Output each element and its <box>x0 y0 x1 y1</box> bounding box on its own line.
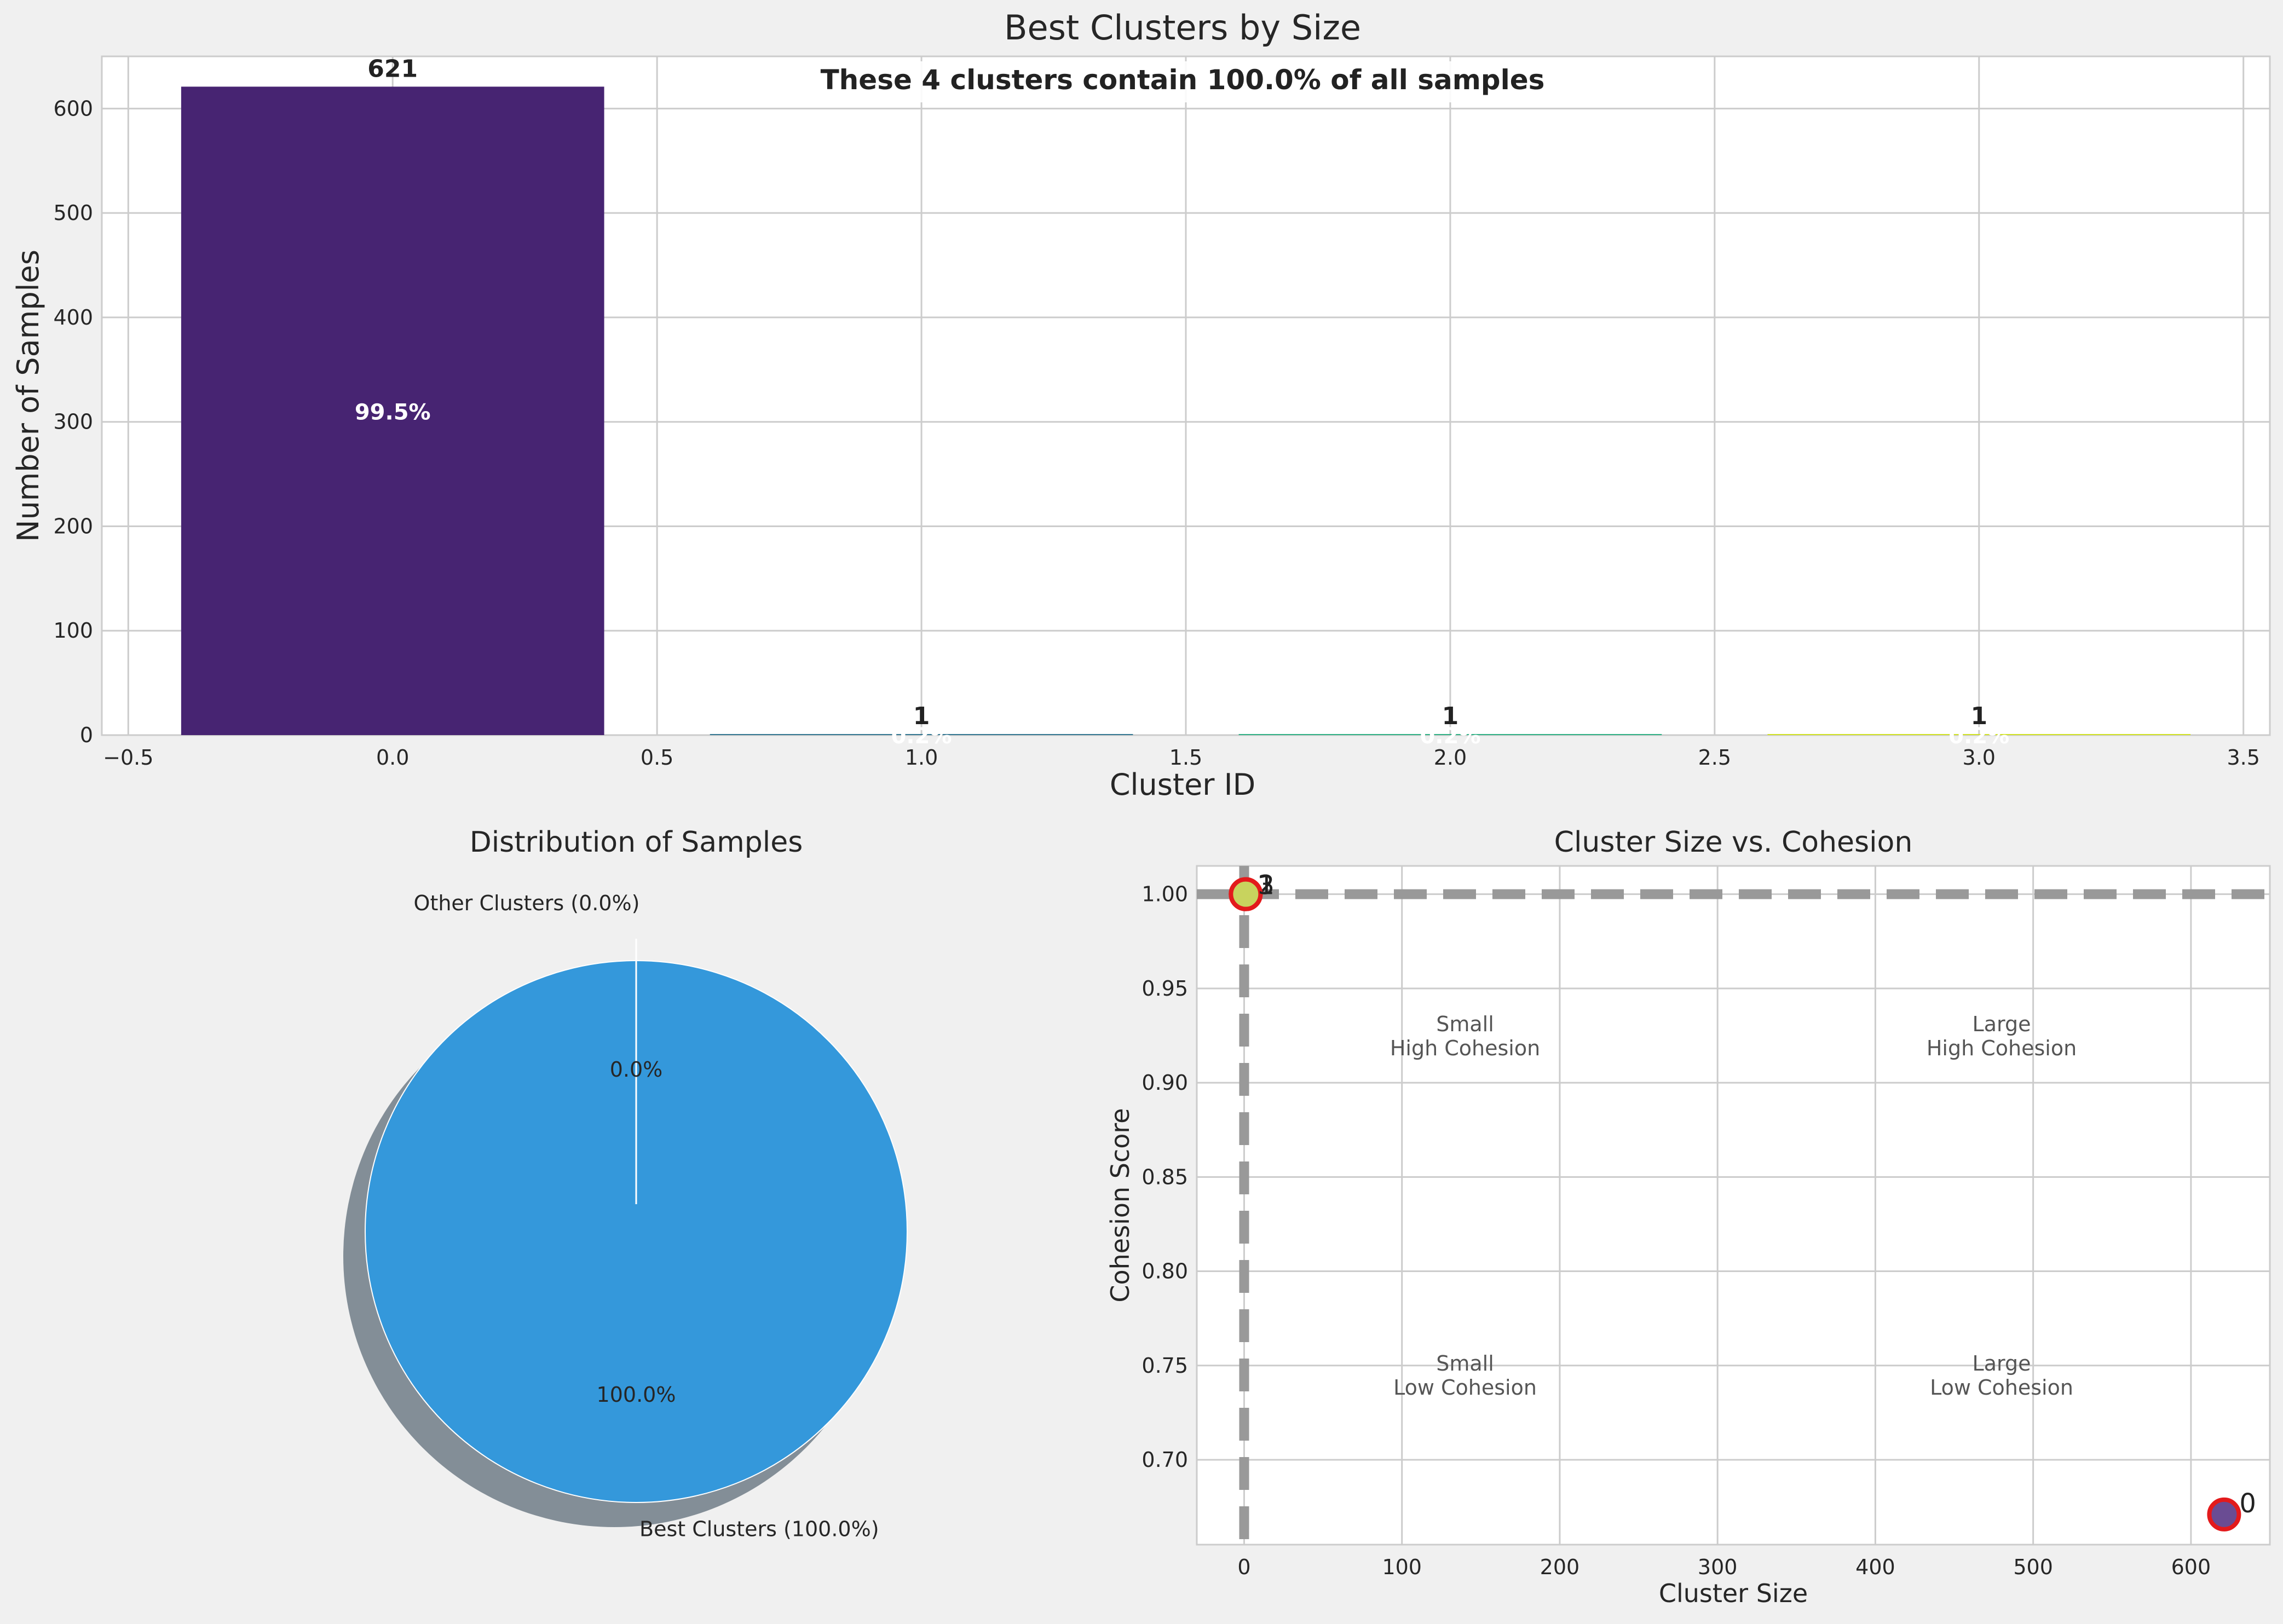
bar-y-tick-label: 200 <box>53 514 93 538</box>
bar-x-tick-label: −0.5 <box>103 745 153 770</box>
bar <box>1238 734 1662 735</box>
bar-value-label: 1 <box>1970 702 1987 730</box>
scatter-x-tick-label: 600 <box>2171 1555 2211 1579</box>
scatter-point-label: 3 <box>1258 870 1275 901</box>
scatter-point <box>2207 1497 2241 1531</box>
quadrant-label-line: Small <box>1436 1012 1494 1036</box>
quadrant-label-line: Low Cohesion <box>1930 1376 2073 1400</box>
scatter-x-tick-label: 400 <box>1855 1555 1895 1579</box>
pie-percent-label: 100.0% <box>597 1383 676 1407</box>
bar-chart-title: Best Clusters by Size <box>1004 8 1361 48</box>
bar-annotation: These 4 clusters contain 100.0% of all s… <box>821 64 1545 96</box>
quadrant-label: Small Low Cohesion <box>1393 1351 1537 1400</box>
bar-x-tick-label: 2.5 <box>1698 745 1731 770</box>
pie-chart: Distribution of Samples 100.0% Best Clust… <box>343 826 908 1541</box>
scatter-y-tick-label: 0.95 <box>1142 976 1188 1001</box>
bar-percent-label: 0.2% <box>1420 724 1480 749</box>
scatter-y-tick-label: 0.85 <box>1142 1165 1188 1189</box>
bar-y-tick-label: 400 <box>53 305 93 330</box>
pie-slice-label: Best Clusters (100.0%) <box>639 1517 879 1541</box>
quadrant-label: Large High Cohesion <box>1927 1012 2077 1060</box>
bar-x-tick-label: 1.0 <box>905 745 938 770</box>
scatter-y-tick-label: 0.70 <box>1142 1448 1188 1472</box>
scatter-x-tick-label: 300 <box>1698 1555 1738 1579</box>
bar-series <box>181 86 2191 735</box>
quadrant-label-line: High Cohesion <box>1927 1036 2077 1060</box>
scatter-y-tick-label: 1.00 <box>1142 882 1188 906</box>
scatter-y-tick-label: 0.80 <box>1142 1259 1188 1284</box>
scatter-tick-labels: 0 100 200 300 400 500 600 0.70 0.75 0.80 0.85 0.90 0… <box>1142 882 2211 1579</box>
bar-percent-label: 0.2% <box>1948 724 2009 749</box>
bar-x-tick-label: 1.5 <box>1169 745 1202 770</box>
scatter-y-axis-label: Cohesion Score <box>1105 1108 1135 1302</box>
quadrant-label-line: Large <box>1973 1351 2031 1376</box>
bar <box>181 86 604 735</box>
annotation-box <box>843 61 1522 102</box>
bar-x-tick-label: 3.0 <box>1963 745 1996 770</box>
bar-value-label: 1 <box>1442 702 1459 730</box>
scatter-y-tick-label: 0.90 <box>1142 1071 1188 1095</box>
quadrant-label: Large Low Cohesion <box>1930 1351 2073 1400</box>
quadrant-label-line: Small <box>1436 1351 1494 1376</box>
pie-percent-label: 0.0% <box>610 1057 663 1082</box>
scatter-point <box>1229 877 1263 911</box>
bar-y-axis-label: Number of Samples <box>11 250 45 542</box>
scatter-chart-title: Cluster Size vs. Cohesion <box>1554 826 1913 859</box>
scatter-x-axis-label: Cluster Size <box>1659 1579 1808 1608</box>
bar-x-axis-label: Cluster ID <box>1110 767 1255 802</box>
scatter-plot-area <box>1196 865 2271 1546</box>
quadrant-label-line: Low Cohesion <box>1393 1376 1537 1400</box>
scatter-x-tick-label: 500 <box>2013 1555 2053 1579</box>
quadrant-label-line: Large <box>1973 1012 2031 1036</box>
bar-value-label: 621 <box>367 55 418 83</box>
bar <box>710 734 1133 735</box>
bar-y-tick-label: 300 <box>53 410 93 434</box>
bar-percent-label: 0.2% <box>891 724 952 749</box>
quadrant-label: Small High Cohesion <box>1390 1012 1540 1060</box>
scatter-x-tick-label: 100 <box>1382 1555 1422 1579</box>
bar-tick-labels: −0.5 0.0 0.5 1.0 1.5 2.0 2.5 3.0 3.5 0 100 200 300 40… <box>53 96 2259 770</box>
bar-chart: −0.5 0.0 0.5 1.0 1.5 2.0 2.5 3.0 3.5 0 100 200 300 40… <box>11 8 2271 802</box>
bar-x-tick-label: 0.5 <box>641 745 673 770</box>
bar-x-tick-label: 0.0 <box>376 745 409 770</box>
pie-slice-label: Other Clusters (0.0%) <box>414 891 640 915</box>
scatter-x-tick-label: 200 <box>1540 1555 1580 1579</box>
scatter-y-tick-label: 0.75 <box>1142 1354 1188 1378</box>
bar-value-label: 1 <box>913 702 930 730</box>
scatter-reference-lines <box>1197 866 2270 1545</box>
bar-y-tick-label: 600 <box>53 96 93 120</box>
scatter-x-tick-label: 0 <box>1237 1555 1250 1579</box>
scatter-point-label: 0 <box>2239 1488 2256 1519</box>
pie-body: 100.0% Best Clusters (100.0%) 0.0% Other Cl… <box>343 891 908 1541</box>
bar-y-tick-label: 0 <box>80 723 93 747</box>
quadrant-label-line: High Cohesion <box>1390 1036 1540 1060</box>
bar <box>1767 734 2191 735</box>
bar-x-tick-label: 2.0 <box>1434 745 1467 770</box>
bar-percent-label: 99.5% <box>355 400 431 425</box>
pie-chart-title: Distribution of Samples <box>470 826 803 859</box>
bar-y-tick-label: 100 <box>53 619 93 643</box>
bar-x-tick-label: 3.5 <box>2227 745 2259 770</box>
bar-y-tick-label: 500 <box>53 201 93 225</box>
